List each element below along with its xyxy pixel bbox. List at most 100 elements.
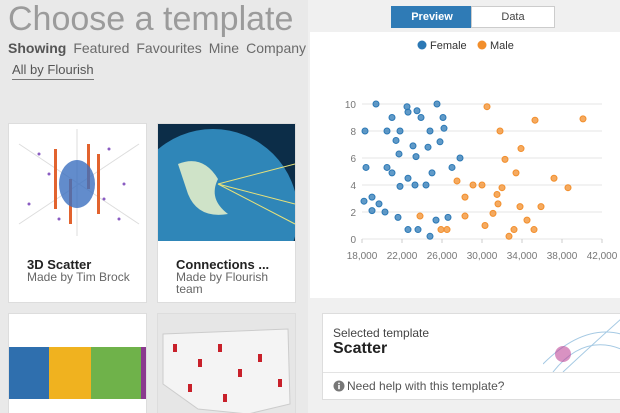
point (537, 203, 545, 211)
point (440, 124, 448, 132)
point (505, 232, 513, 240)
point (456, 154, 464, 162)
point (426, 127, 434, 135)
point (483, 103, 491, 111)
point (517, 145, 525, 153)
thumbnail (158, 314, 295, 413)
point (388, 169, 396, 177)
point (501, 155, 509, 163)
point (396, 127, 404, 135)
point (489, 209, 497, 217)
chart: 0 2 4 6 8 10 18,000 22,000 26,000 30,000 34,000 38,… (345, 40, 618, 262)
x-tick-label: 30,000 (467, 251, 498, 262)
point (360, 197, 368, 205)
panel-title: Choose a template (8, 0, 294, 38)
point (493, 190, 501, 198)
selected-label: Selected template (333, 326, 430, 340)
point (436, 138, 444, 146)
card-author: Made by Tim Brock (27, 270, 130, 284)
template-card[interactable]: 3D Scatter Made by Tim Brock (8, 123, 147, 303)
legend-label: Male (490, 40, 514, 52)
tabs: Showing Featured Favourites Mine Company (8, 40, 308, 56)
point (579, 115, 587, 123)
point (426, 232, 434, 240)
x-tick-label: 34,000 (507, 251, 538, 262)
point (388, 114, 396, 121)
point (444, 213, 452, 221)
point (375, 200, 383, 208)
point (550, 174, 558, 182)
point (432, 216, 440, 224)
point (422, 181, 430, 189)
point (530, 226, 538, 234)
y-tick-label: 2 (350, 208, 356, 219)
point (448, 163, 456, 171)
tab[interactable]: Featured (73, 40, 130, 56)
point (453, 177, 461, 185)
point (478, 181, 486, 189)
point (381, 208, 389, 216)
point (362, 163, 370, 171)
point (368, 193, 376, 201)
point (510, 226, 518, 234)
point (498, 184, 506, 192)
point (461, 212, 469, 220)
selected-thumbnail (543, 319, 620, 372)
point (437, 226, 445, 234)
point (368, 207, 376, 215)
point (428, 169, 436, 177)
point (395, 150, 403, 158)
thumbnail (9, 347, 146, 399)
selected-template: Selected template Scatter Need help with… (322, 313, 620, 400)
thumbnail (9, 124, 146, 241)
y-tick-label: 4 (350, 181, 356, 192)
point (414, 226, 422, 234)
template-card[interactable] (8, 313, 147, 413)
point (412, 153, 420, 161)
y-tick-label: 8 (350, 127, 356, 138)
template-card[interactable] (157, 313, 296, 413)
point (564, 184, 572, 192)
x-tick-label: 22,000 (387, 251, 418, 262)
x-tick-label: 18,000 (347, 251, 378, 262)
template-card[interactable]: Connections ... Made by Flourish team (157, 123, 296, 303)
point (461, 193, 469, 201)
y-tick-label: 10 (345, 100, 357, 111)
point (404, 226, 412, 234)
point (433, 100, 441, 108)
point (394, 213, 402, 221)
point (494, 200, 502, 208)
divider (323, 372, 620, 373)
point (531, 116, 539, 124)
point (404, 174, 412, 182)
selected-name: Scatter (333, 340, 388, 357)
tab[interactable]: Showing (8, 40, 67, 56)
legend-swatch (477, 40, 487, 50)
point (383, 127, 391, 135)
point (481, 222, 489, 229)
legend-label: Female (430, 40, 467, 52)
filter[interactable]: All by Flourish (12, 62, 94, 80)
point (404, 108, 412, 116)
preview-tab[interactable]: Preview (391, 6, 473, 28)
data-tab[interactable]: Data (471, 6, 555, 28)
point (411, 181, 419, 189)
tab[interactable]: Company (246, 40, 307, 56)
tab[interactable]: Mine (208, 40, 240, 56)
tab[interactable]: Favourites (136, 40, 202, 56)
point (512, 169, 520, 177)
point (417, 114, 425, 121)
point (523, 216, 531, 224)
point (396, 182, 404, 190)
card-title: 3D Scatter (27, 257, 92, 272)
point (361, 127, 369, 135)
point (392, 136, 400, 144)
help-link[interactable]: Need help with this template? (347, 379, 505, 393)
point (416, 212, 424, 220)
point (516, 203, 524, 211)
y-tick-label: 0 (350, 235, 356, 246)
point (383, 163, 391, 171)
point (372, 100, 380, 108)
point (424, 143, 432, 151)
